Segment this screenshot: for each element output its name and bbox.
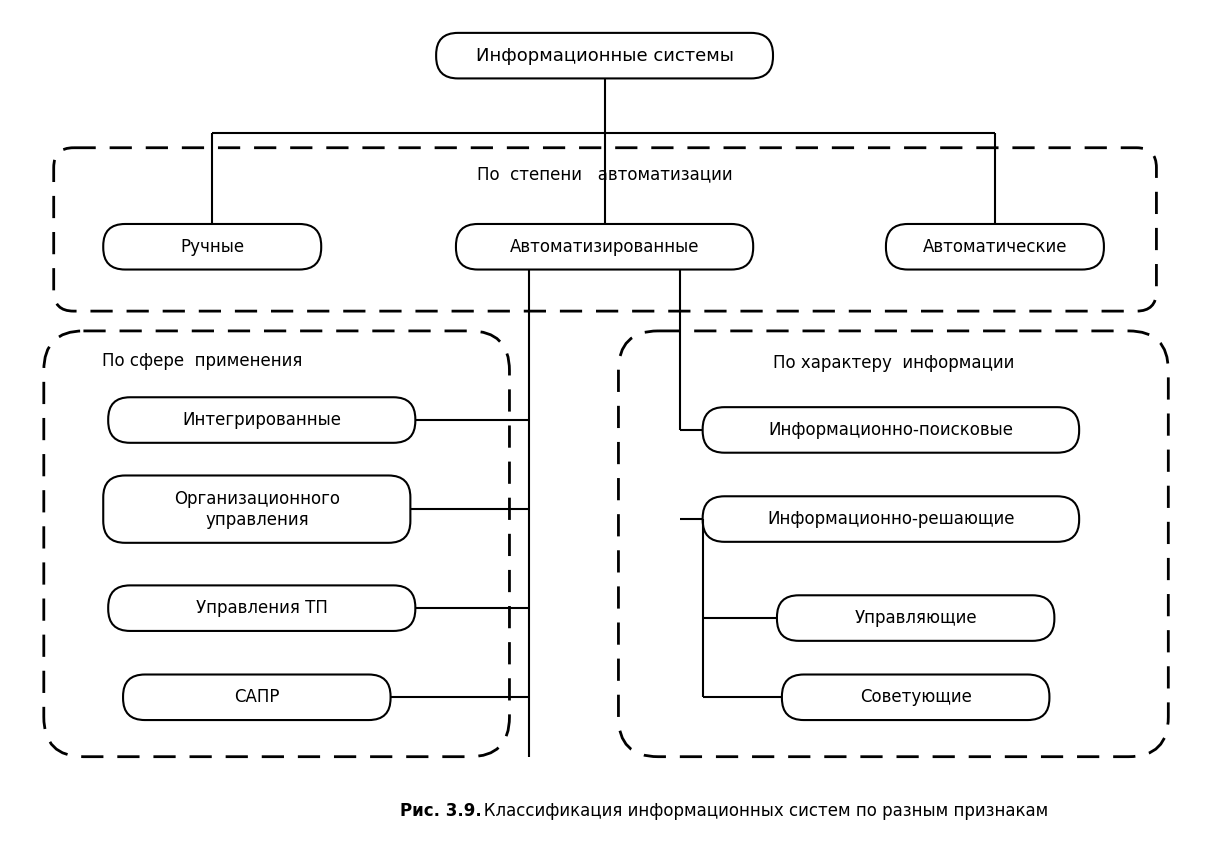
FancyBboxPatch shape: [702, 496, 1080, 542]
Text: Информационно-поисковые: Информационно-поисковые: [768, 421, 1013, 439]
FancyBboxPatch shape: [103, 475, 410, 543]
FancyBboxPatch shape: [456, 224, 753, 269]
Text: Организационного
управления: Организационного управления: [173, 490, 340, 529]
Text: Управления ТП: Управления ТП: [195, 599, 328, 617]
FancyBboxPatch shape: [702, 407, 1080, 452]
FancyBboxPatch shape: [778, 595, 1054, 641]
Text: По сфере  применения: По сфере применения: [102, 352, 302, 369]
FancyBboxPatch shape: [437, 33, 773, 79]
FancyBboxPatch shape: [885, 224, 1104, 269]
Text: По характеру  информации: По характеру информации: [773, 353, 1014, 372]
FancyBboxPatch shape: [782, 674, 1049, 720]
Text: Информационные системы: Информационные системы: [475, 47, 734, 64]
Text: Классификация информационных систем по разным признакам: Классификация информационных систем по р…: [468, 802, 1048, 820]
Text: Ручные: Ручные: [181, 238, 244, 256]
Text: Автоматические: Автоматические: [923, 238, 1067, 256]
Text: Информационно-решающие: Информационно-решающие: [767, 510, 1014, 528]
Text: Рис. 3.9.: Рис. 3.9.: [400, 802, 483, 820]
Text: Автоматизированные: Автоматизированные: [509, 238, 700, 256]
FancyBboxPatch shape: [108, 585, 415, 631]
FancyBboxPatch shape: [108, 397, 415, 443]
FancyBboxPatch shape: [103, 224, 321, 269]
Text: САПР: САПР: [234, 689, 279, 706]
FancyBboxPatch shape: [123, 674, 391, 720]
Text: По  степени   автоматизации: По степени автоматизации: [477, 165, 733, 184]
Text: Управляющие: Управляющие: [854, 609, 976, 627]
Text: Интегрированные: Интегрированные: [182, 411, 341, 429]
Text: Советующие: Советующие: [860, 689, 972, 706]
